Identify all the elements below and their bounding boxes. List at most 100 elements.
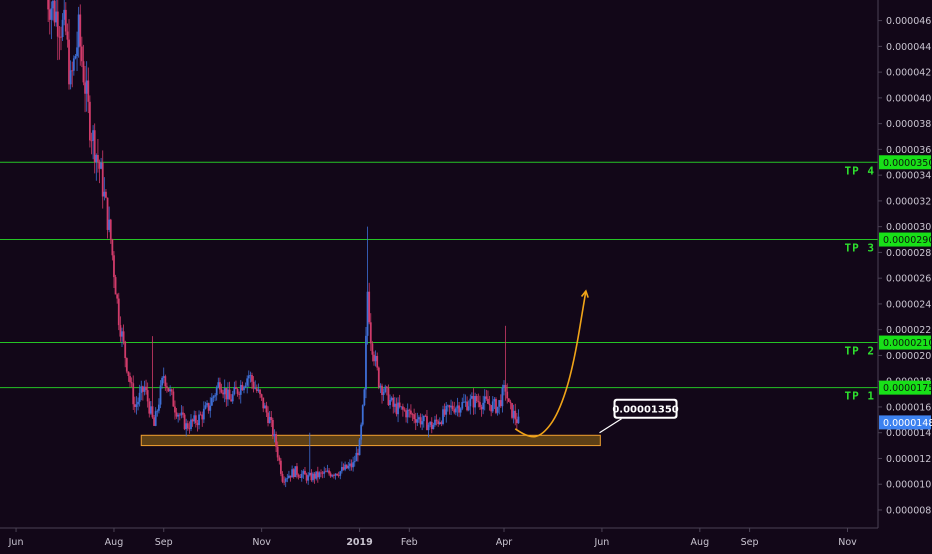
price-tick-label: 0.00004200 bbox=[886, 68, 932, 79]
candle-body bbox=[145, 386, 147, 391]
candle-body bbox=[437, 421, 440, 425]
candle-body bbox=[182, 412, 184, 415]
candle-body bbox=[227, 389, 229, 400]
projection-arrowhead bbox=[580, 289, 589, 298]
candle-body bbox=[137, 401, 139, 405]
candle-body bbox=[315, 471, 318, 479]
candle-body bbox=[101, 162, 104, 197]
candle-body bbox=[257, 389, 260, 391]
current-price-badge bbox=[879, 415, 931, 430]
candle-body bbox=[379, 385, 382, 388]
time-tick-label: Nov bbox=[252, 537, 271, 548]
candle-body bbox=[140, 386, 143, 393]
support-zone bbox=[140, 434, 601, 447]
price-tick-label: 0.00003200 bbox=[886, 196, 932, 207]
candle-body bbox=[365, 335, 367, 390]
candle-body bbox=[180, 412, 183, 416]
candle-body bbox=[373, 354, 375, 362]
candle-body bbox=[345, 464, 348, 469]
candle-body bbox=[297, 474, 300, 477]
candle-body bbox=[255, 388, 258, 391]
candle-body bbox=[177, 414, 180, 417]
candle-body bbox=[172, 391, 175, 407]
time-tick-label: Jun bbox=[8, 537, 24, 548]
tp-level-label: TP 4 bbox=[845, 164, 876, 177]
candle-body bbox=[233, 386, 236, 395]
price-tick-label: 0.00001200 bbox=[886, 454, 932, 465]
candle-body bbox=[141, 386, 144, 392]
candle-body bbox=[206, 403, 208, 406]
candle-body bbox=[125, 358, 128, 372]
candle-body bbox=[235, 386, 237, 390]
candle-body bbox=[361, 405, 364, 425]
candle-body bbox=[398, 402, 401, 407]
candle-body bbox=[52, 0, 54, 9]
candle-body bbox=[92, 130, 94, 141]
candle-body bbox=[178, 414, 181, 416]
candle-body bbox=[400, 406, 403, 408]
candle-body bbox=[103, 191, 106, 197]
candle-body bbox=[446, 405, 449, 407]
time-tick-label: Jun bbox=[593, 537, 609, 548]
candle-body bbox=[307, 475, 310, 481]
price-tick-label: 0.00004600 bbox=[886, 16, 932, 27]
candle-body bbox=[162, 376, 165, 378]
candle-body bbox=[499, 400, 502, 407]
candle-body bbox=[369, 322, 372, 344]
price-tick-label: 0.00002200 bbox=[886, 325, 932, 336]
candle-body bbox=[135, 404, 138, 407]
candle-body bbox=[276, 446, 279, 458]
candle-body bbox=[263, 405, 266, 409]
candle-body bbox=[485, 396, 488, 399]
candle-body bbox=[289, 475, 292, 478]
candle-body bbox=[503, 384, 505, 388]
candle-body bbox=[443, 409, 446, 415]
candle-body bbox=[122, 331, 125, 342]
candle-body bbox=[175, 412, 178, 417]
candle-body bbox=[397, 402, 399, 415]
candle-body bbox=[406, 409, 409, 418]
candle-body bbox=[302, 470, 305, 474]
candle-body bbox=[61, 19, 64, 38]
candle-body bbox=[427, 424, 430, 431]
candle-body bbox=[318, 472, 321, 478]
candle-body bbox=[170, 389, 173, 392]
candle-body bbox=[475, 395, 478, 402]
candle-body bbox=[66, 31, 69, 40]
candle-body bbox=[328, 470, 330, 474]
candle-body bbox=[284, 478, 287, 482]
candle-body bbox=[286, 477, 289, 479]
candle-body bbox=[321, 472, 324, 474]
candle-body bbox=[109, 219, 112, 240]
candle-body bbox=[241, 384, 244, 391]
candle-body bbox=[194, 415, 197, 424]
candle-body bbox=[501, 387, 504, 407]
candle-body bbox=[440, 422, 443, 425]
candle-body bbox=[323, 471, 326, 474]
candle-body bbox=[130, 382, 133, 384]
candle-body bbox=[474, 395, 477, 408]
candle-body bbox=[401, 406, 404, 410]
candle-body bbox=[426, 416, 428, 431]
price-tick-label: 0.00003000 bbox=[886, 222, 932, 233]
candle-body bbox=[326, 470, 329, 472]
candle-body bbox=[93, 130, 96, 163]
candle-body bbox=[82, 61, 85, 83]
candle-body bbox=[196, 423, 199, 426]
candle-body bbox=[50, 8, 53, 20]
candle-body bbox=[207, 403, 210, 411]
time-tick-label: Nov bbox=[838, 537, 857, 548]
candle-body bbox=[278, 457, 281, 461]
candle-body bbox=[456, 405, 459, 409]
callout-inner bbox=[615, 400, 676, 417]
candle-body bbox=[477, 401, 480, 403]
candle-body bbox=[347, 465, 350, 469]
candle-body bbox=[154, 411, 157, 426]
candle-body bbox=[464, 401, 467, 403]
candle-body bbox=[80, 46, 83, 62]
candle-body bbox=[158, 404, 160, 411]
candle-body bbox=[442, 409, 444, 425]
candle-body bbox=[507, 398, 510, 402]
